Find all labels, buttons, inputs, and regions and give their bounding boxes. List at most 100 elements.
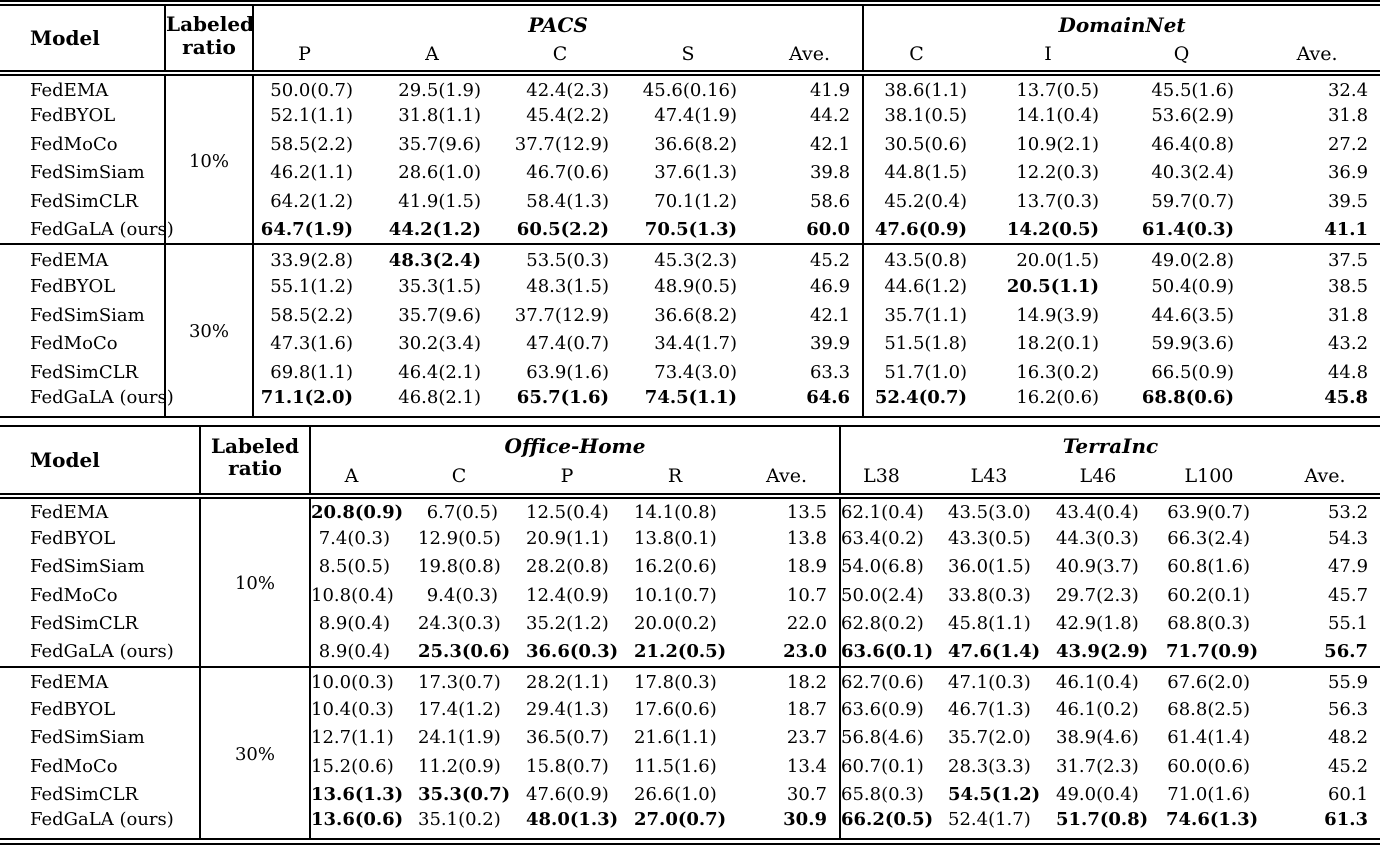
score-cell: 55.9 [1327, 672, 1369, 694]
score-cell: 24.3(0.3) [418, 613, 501, 635]
score-cell: 45.3(2.3) [654, 249, 737, 271]
model-name: FedEMA [30, 672, 109, 694]
score-cell: 33.8(0.3) [948, 584, 1031, 606]
labeled-ratio-value: 10% [164, 73, 254, 244]
score-cell: 44.6(3.5) [1151, 304, 1235, 326]
score-cell: 10.0(0.3) [311, 672, 394, 694]
model-name: FedSimSiam [30, 304, 145, 326]
score-cell: 47.4(0.7) [526, 333, 609, 355]
score-cell: 65.8(0.3) [839, 780, 948, 809]
column-header: S [681, 42, 695, 65]
score-cell: 52.4(1.7) [948, 809, 1031, 830]
score-cell: 18.9 [786, 556, 827, 578]
model-name: FedBYOL [30, 527, 116, 549]
score-cell: 25.3(0.6) [418, 641, 511, 663]
score-cell: 64.6 [806, 386, 851, 408]
table-row: FedMoCo 15.2(0.6) 11.2(0.9) 15.8(0.7) 11.5(1… [0, 752, 1380, 781]
score-cell: 17.4(1.2) [418, 698, 501, 720]
table-row: FedEMA 10% 50.0(0.7) 29.5(1.9) 42.4(2.3) 45.6… [0, 73, 1380, 244]
score-cell: 41.9(1.5) [398, 190, 481, 212]
score-cell: 63.6(0.1) [839, 638, 948, 667]
score-cell: 56.8(4.6) [839, 723, 948, 752]
score-cell: 10.1(0.7) [634, 584, 717, 606]
score-cell: 29.5(1.9) [398, 79, 481, 101]
score-cell: 43.2 [1327, 333, 1369, 355]
score-cell: 52.1(1.1) [270, 105, 353, 127]
score-cell: 63.3 [809, 361, 851, 383]
model-name: FedMoCo [30, 755, 118, 777]
labeled-ratio-line1: Labeled [210, 433, 300, 458]
header-row-columns: P A C S Ave. C I Q Ave. [0, 37, 1380, 73]
score-cell: 61.3 [1324, 809, 1369, 830]
score-cell: 44.8 [1327, 361, 1369, 383]
score-cell: 53.2 [1327, 502, 1369, 524]
ratio-block: FedEMA 10% 50.0(0.7) 29.5(1.9) 42.4(2.3) 45.6… [0, 73, 1380, 244]
score-cell: 44.2 [809, 105, 851, 127]
score-cell: 38.6(1.1) [862, 73, 996, 102]
score-cell: 53.5(0.3) [526, 249, 609, 271]
score-cell: 18.2(0.1) [1016, 333, 1100, 355]
score-cell: 45.7 [1327, 584, 1369, 606]
score-cell: 55.1 [1327, 613, 1369, 635]
column-header: Ave. [766, 465, 807, 487]
table-row: FedEMA 10% 20.8(0.9) 6.7(0.5) 12.5(0.4) 14.1(… [0, 495, 1380, 667]
score-cell: 52.4(0.7) [862, 386, 996, 417]
score-cell: 45.2 [1327, 755, 1369, 777]
score-cell: 39.8 [809, 162, 851, 184]
model-name: FedMoCo [30, 584, 118, 606]
labeled-ratio-line2: ratio [228, 456, 282, 480]
header-row-groups: Model Labeled ratio PACS DomainNet [0, 3, 1380, 73]
score-cell: 54.0(6.8) [839, 552, 948, 581]
score-cell: 13.7(0.3) [1016, 190, 1100, 212]
model-name: FedEMA [30, 502, 109, 524]
model-column-header: Model [30, 26, 100, 50]
model-column-header: Model [30, 447, 100, 472]
results-table-2: Model Labeled ratio Office-Home TerraInc A C P R… [0, 424, 1380, 845]
ratio-block: FedEMA 30% 33.9(2.8) 48.3(2.4) 53.5(0.3) 45.3… [0, 244, 1380, 417]
model-name: FedBYOL [30, 105, 116, 127]
score-cell: 60.8(1.6) [1167, 556, 1250, 578]
score-cell: 45.5(1.6) [1151, 79, 1235, 101]
score-cell: 64.7(1.9) [260, 218, 353, 240]
column-header: Ave. [789, 42, 831, 65]
table-row: FedSimSiam 46.2(1.1) 28.6(1.0) 46.7(0.6) 37.… [0, 158, 1380, 187]
score-cell: 43.4(0.4) [1056, 502, 1139, 524]
score-cell: 28.3(3.3) [948, 755, 1031, 777]
score-cell: 36.0(1.5) [948, 556, 1031, 578]
score-cell: 49.0(2.8) [1151, 249, 1235, 271]
column-header: I [1044, 42, 1052, 65]
score-cell: 61.4(0.3) [1141, 218, 1235, 240]
score-cell: 66.2(0.5) [839, 809, 948, 842]
score-cell: 47.6(0.9) [862, 215, 996, 244]
score-cell: 50.4(0.9) [1151, 276, 1235, 298]
dataset-group-header: Office-Home [504, 434, 646, 458]
column-header: Ave. [1296, 42, 1338, 65]
score-cell: 46.2(1.1) [270, 162, 353, 184]
score-cell: 40.3(2.4) [1151, 162, 1235, 184]
score-cell: 48.2 [1327, 727, 1369, 749]
labeled-ratio-value: 10% [199, 495, 311, 667]
score-cell: 10.4(0.3) [311, 698, 394, 720]
score-cell: 51.7(1.0) [862, 358, 996, 387]
score-cell: 34.4(1.7) [654, 333, 737, 355]
score-cell: 8.9(0.4) [318, 613, 390, 635]
score-cell: 47.9 [1327, 556, 1369, 578]
score-cell: 60.0(0.6) [1167, 755, 1250, 777]
model-name: FedSimCLR [30, 361, 139, 383]
table-row: FedSimCLR 13.6(1.3) 35.3(0.7) 47.6(0.9) 26.6… [0, 780, 1380, 809]
score-cell: 71.7(0.9) [1166, 641, 1259, 663]
score-cell: 43.5(3.0) [948, 502, 1031, 524]
score-cell: 44.3(0.3) [1056, 527, 1139, 549]
score-cell: 8.5(0.5) [318, 556, 390, 578]
table-row: FedSimCLR 69.8(1.1) 46.4(2.1) 63.9(1.6) 73.4… [0, 358, 1380, 387]
score-cell: 48.3(1.5) [526, 276, 609, 298]
score-cell: 37.6(1.3) [654, 162, 737, 184]
table-row: FedSimSiam 8.5(0.5) 19.8(0.8) 28.2(0.8) 16.2… [0, 552, 1380, 581]
header-row-groups: Model Labeled ratio Office-Home TerraInc [0, 425, 1380, 496]
score-cell: 18.7 [786, 698, 827, 720]
score-cell: 16.2(0.6) [634, 556, 717, 578]
model-name: FedMoCo [30, 333, 118, 355]
score-cell: 21.6(1.1) [634, 727, 717, 749]
score-cell: 36.5(0.7) [526, 727, 609, 749]
